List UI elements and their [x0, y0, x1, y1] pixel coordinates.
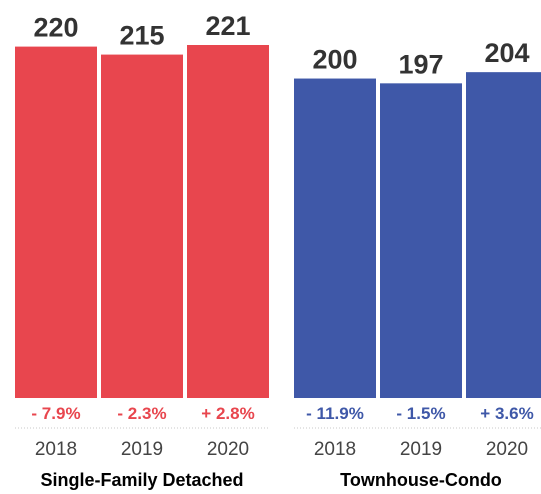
- change-label: - 11.9%: [306, 404, 364, 423]
- x-tick-label: 2019: [121, 439, 163, 460]
- bar-1-0: [294, 78, 376, 399]
- value-label: 200: [312, 45, 357, 75]
- x-tick-label: 2019: [400, 439, 442, 460]
- value-label: 197: [398, 49, 443, 79]
- change-label: + 3.6%: [480, 404, 533, 423]
- value-label: 204: [484, 38, 529, 68]
- group-label: Townhouse-Condo: [340, 470, 502, 490]
- x-tick-label: 2020: [207, 439, 249, 460]
- bar-0-2: [187, 45, 269, 398]
- change-label: - 7.9%: [31, 404, 80, 423]
- bar-0-0: [15, 46, 97, 398]
- value-label: 220: [33, 13, 78, 43]
- value-label: 221: [205, 11, 250, 41]
- x-tick-label: 2018: [314, 439, 356, 460]
- x-tick-label: 2018: [35, 439, 77, 460]
- x-tick-label: 2020: [486, 439, 528, 460]
- change-label: - 1.5%: [396, 404, 445, 423]
- value-label: 215: [119, 21, 164, 51]
- change-label: - 2.3%: [117, 404, 166, 423]
- group-label: Single-Family Detached: [40, 470, 243, 490]
- bar-0-1: [101, 54, 183, 398]
- bar-1-2: [466, 72, 541, 399]
- bar-1-1: [380, 83, 462, 398]
- change-label: + 2.8%: [201, 404, 254, 423]
